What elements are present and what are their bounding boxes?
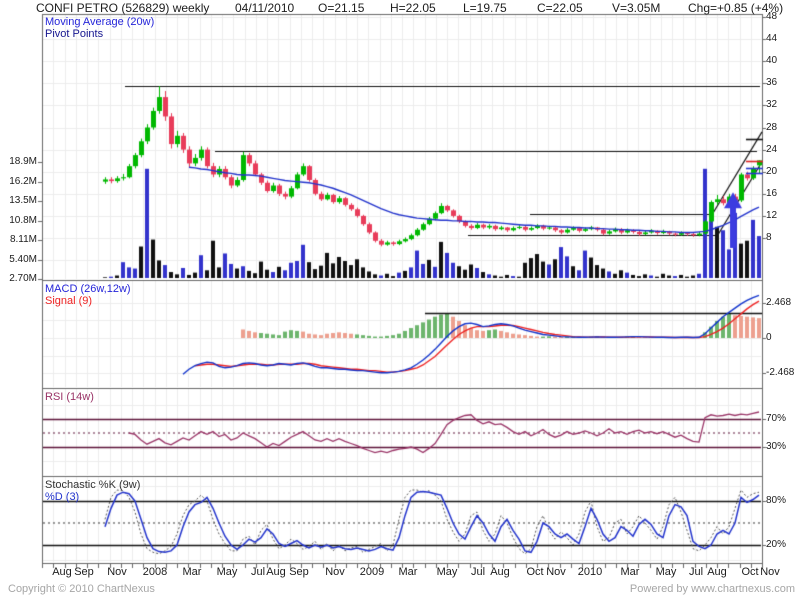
x-axis-month-label: Jul <box>470 566 486 578</box>
price-axis-tick: 32 <box>766 99 778 111</box>
quote-open: O=21.15 <box>318 1 365 15</box>
volume-axis-tick: 5.40M <box>9 253 37 265</box>
x-axis-month-label: Nov <box>325 566 345 578</box>
x-axis-month-label: Aug <box>52 566 72 578</box>
legend-macd: MACD (26w,12w) <box>45 283 131 295</box>
quote-date: 04/11/2010 <box>235 1 295 15</box>
volume-axis-tick: 18.9M <box>9 156 37 167</box>
x-axis-month-label: 2010 <box>577 566 603 578</box>
symbol-title: CONFI PETRO (526829) weekly <box>36 1 210 15</box>
x-axis-month-label: Nov <box>546 566 566 578</box>
price-axis-tick: 16 <box>766 187 778 199</box>
rsi-axis-tick: 30% <box>766 441 787 452</box>
volume-axis-tick: 10.8M <box>9 214 37 226</box>
x-axis-month-label: Sep <box>74 566 94 578</box>
macd-axis-tick: -2.468 <box>766 367 795 379</box>
x-axis-month-label: Jul <box>250 566 266 578</box>
quote-change: Chg=+0.85 (+4%) <box>688 1 784 15</box>
x-axis-month-label: Mar <box>620 566 640 578</box>
volume-axis-tick: 16.2M <box>9 175 37 187</box>
price-axis-tick: 24 <box>766 143 778 155</box>
volume-axis-tick: 2.70M <box>9 273 37 284</box>
price-axis-tick: 44 <box>766 33 778 45</box>
x-axis-month-label: Sep <box>289 566 309 578</box>
x-axis-month-label: Nov <box>760 566 780 578</box>
x-axis-month-label: 2009 <box>359 566 385 578</box>
price-axis-tick: 28 <box>766 121 778 133</box>
stoch-axis-tick: 20% <box>766 538 787 550</box>
legend-moving-average: Moving Average (20w) <box>45 16 155 28</box>
legend-macd-signal: Signal (9) <box>45 295 93 307</box>
x-axis-month-label: Oct <box>741 566 759 578</box>
macd-axis-tick: 2.468 <box>766 296 792 308</box>
volume-axis-tick: 8.11M <box>9 234 37 245</box>
copyright-text: Copyright © 2010 ChartNexus <box>8 583 155 595</box>
quote-low: L=19.75 <box>463 1 507 15</box>
quote-close: C=22.05 <box>537 1 583 15</box>
quote-volume: V=3.05M <box>612 1 661 15</box>
x-axis-month-label: Mar <box>182 566 202 578</box>
stoch-axis-tick: 80% <box>766 495 787 506</box>
x-axis-month-label: Oct <box>526 566 544 578</box>
price-axis-tick: 40 <box>766 55 778 67</box>
x-axis-month-label: May <box>436 566 458 578</box>
x-axis-month-label: Jul <box>688 566 704 578</box>
volume-axis-tick: 13.5M <box>9 195 37 206</box>
x-axis-month-label: May <box>655 566 677 578</box>
macd-axis-tick: 0 <box>766 332 772 343</box>
x-axis-month-label: Mar <box>398 566 418 578</box>
price-axis-tick: 20 <box>766 165 778 177</box>
quote-high: H=22.05 <box>390 1 436 15</box>
price-axis-tick: 12 <box>766 209 778 221</box>
price-axis-tick: 8 <box>766 232 772 243</box>
rsi-axis-tick: 70% <box>766 413 787 424</box>
x-axis-month-label: Aug <box>266 566 286 578</box>
price-axis-tick: 48 <box>766 11 778 22</box>
x-axis-month-label: May <box>216 566 238 578</box>
legend-stochastic-k: Stochastic %K (9w) <box>45 479 141 491</box>
x-axis-month-label: Aug <box>490 566 510 578</box>
legend-rsi: RSI (14w) <box>45 391 94 403</box>
legend-stochastic-d: %D (3) <box>45 491 80 503</box>
legend-pivot-points: Pivot Points <box>45 28 104 40</box>
price-axis-tick: 36 <box>766 77 778 89</box>
x-axis-month-label: Aug <box>707 566 727 578</box>
x-axis-month-label: Nov <box>107 566 127 578</box>
powered-by-link[interactable]: Powered by www.chartnexus.com <box>629 583 795 595</box>
x-axis-month-label: 2008 <box>142 566 168 578</box>
